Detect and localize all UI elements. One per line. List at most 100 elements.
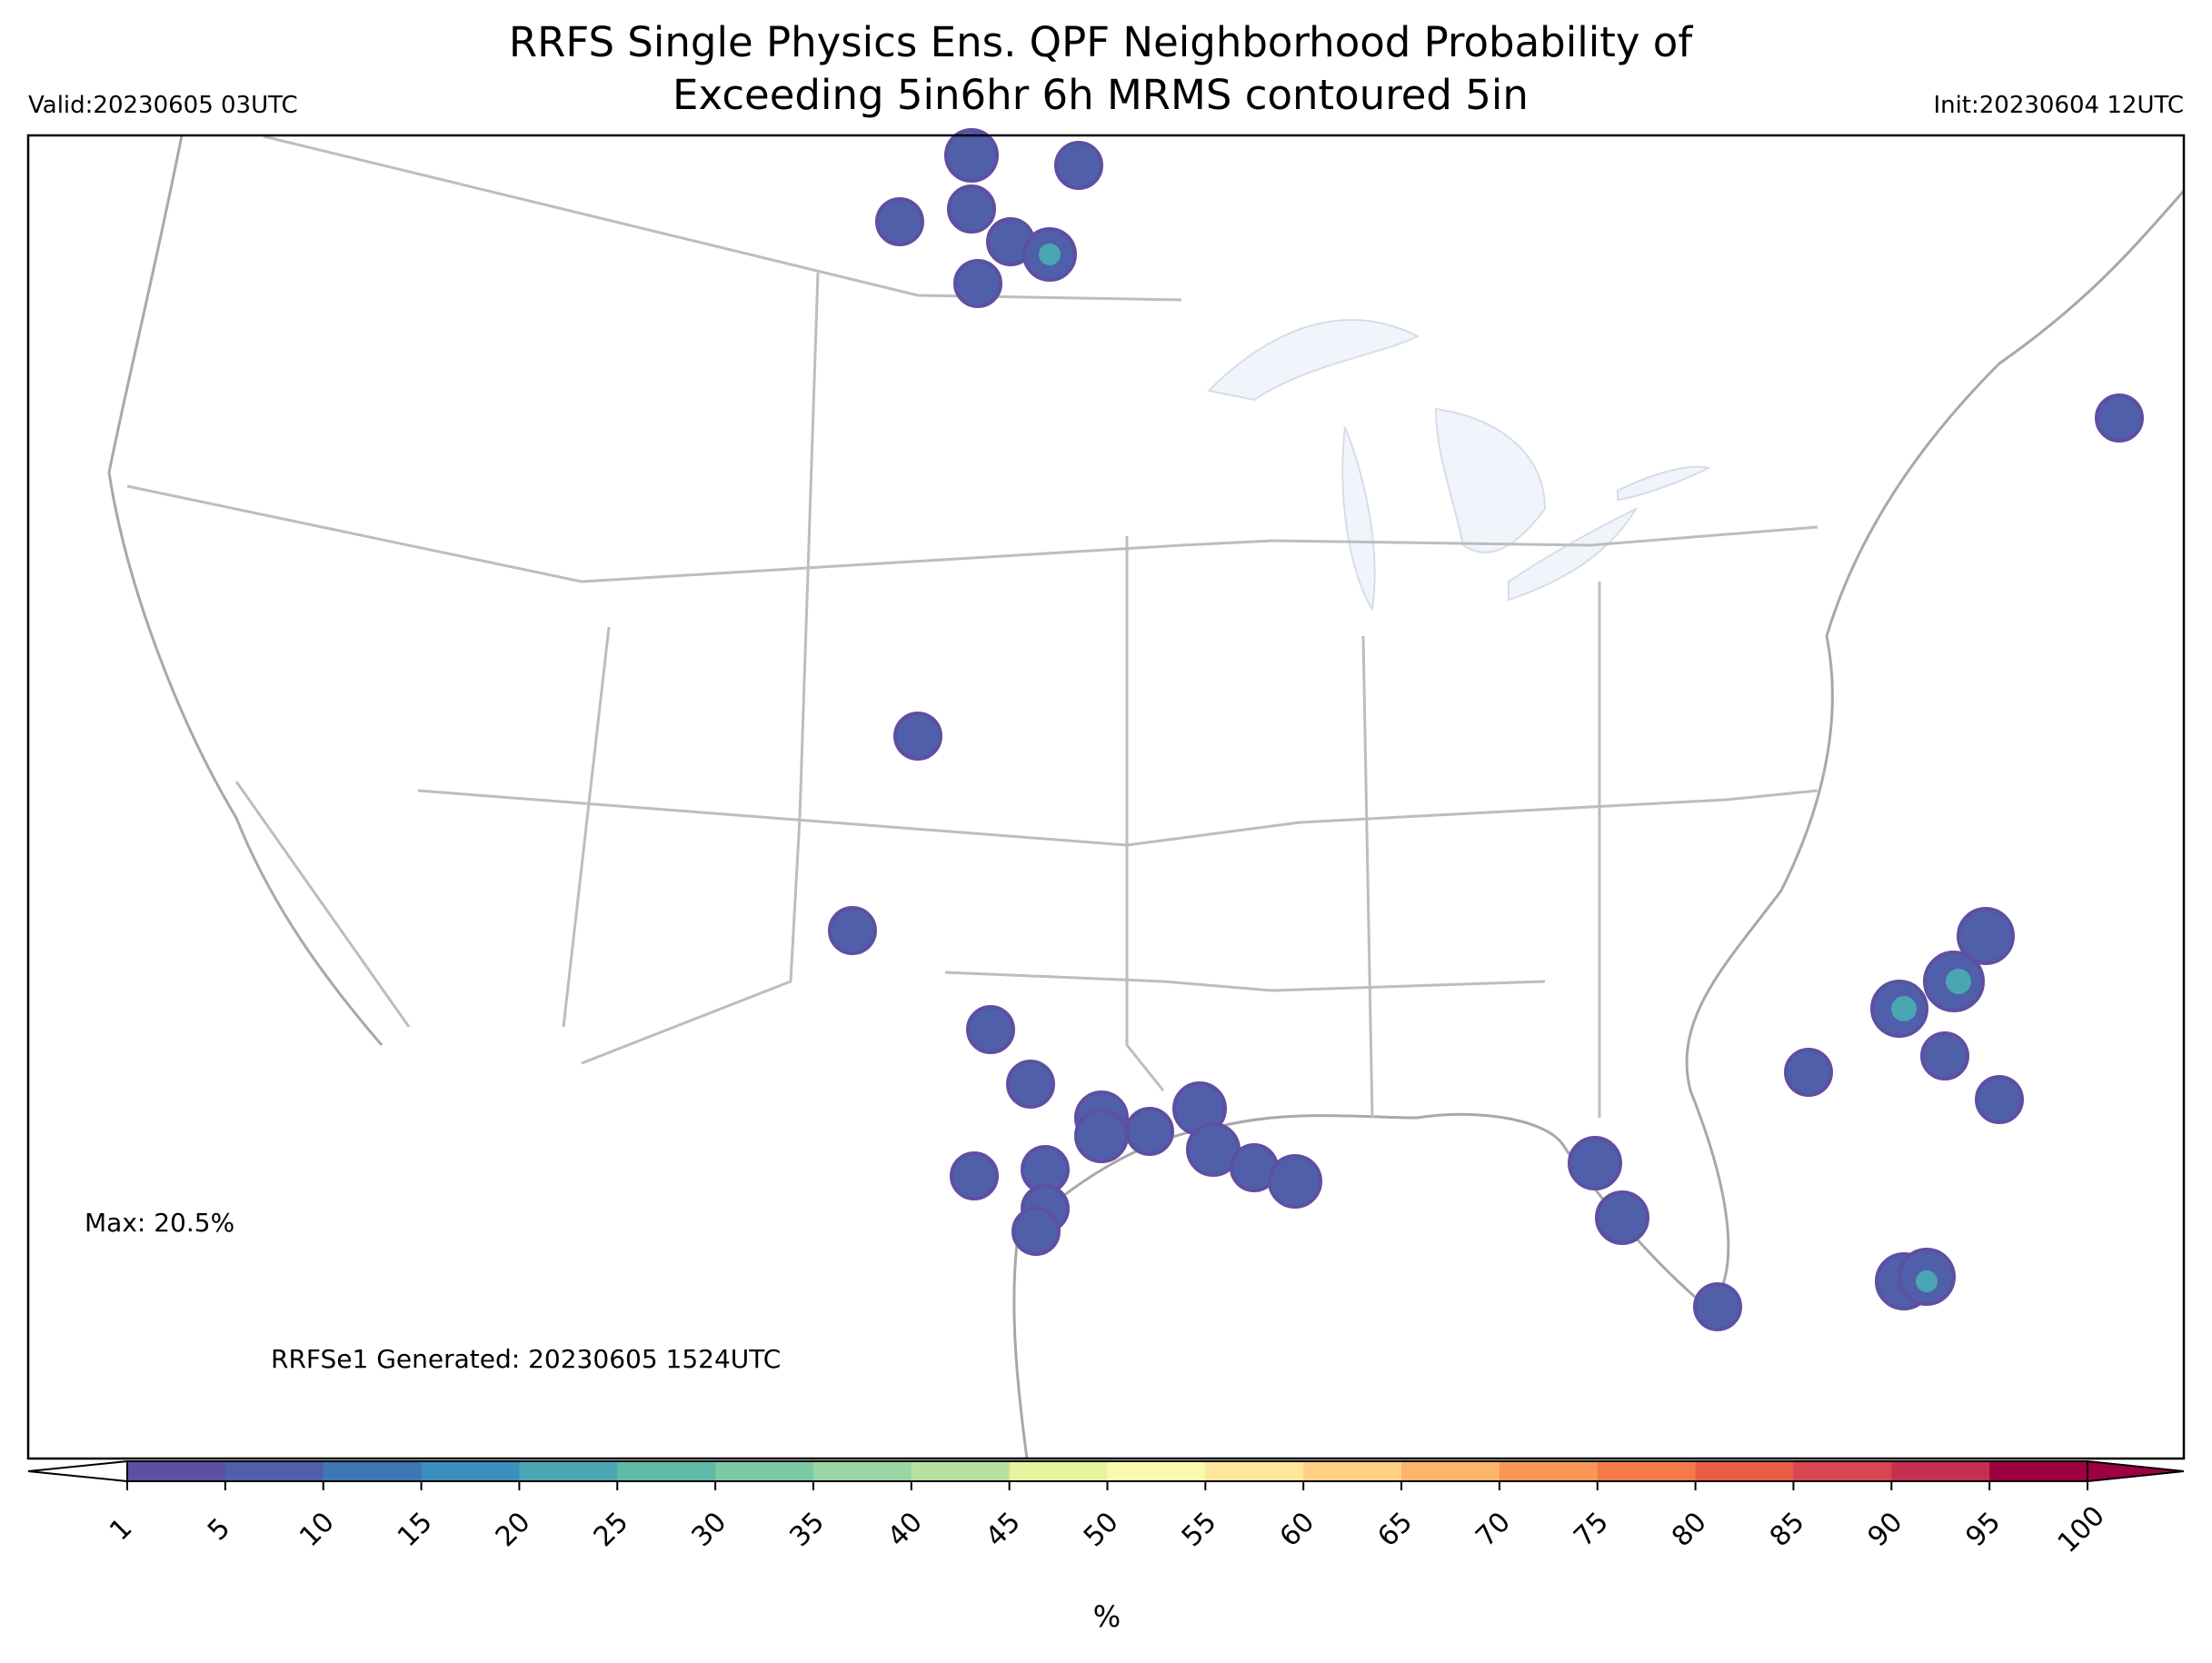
- map: Max: 20.5% RRFSe1 Generated: 20230605 15…: [26, 128, 2186, 1460]
- probability-area: [1054, 141, 1103, 190]
- lake-ontario: [1617, 465, 1711, 502]
- colorbar-segment: [715, 1461, 814, 1481]
- colorbar-segment: [421, 1461, 520, 1481]
- probability-area: [1693, 1282, 1742, 1331]
- colorbar-segment: [1695, 1461, 1794, 1481]
- colorbar: 1 5 10 15 20 25 30 35 40 45 50 55 60 65 70 75 80 85 90 95 10…: [27, 1459, 2185, 1559]
- probability-area: [1916, 1270, 1938, 1292]
- title: Exceeding 5in6hr 6h MRMS contoured 5in: [673, 71, 1529, 119]
- colorbar-tick-label: 70: [1470, 1506, 1517, 1553]
- probability-area: [1125, 1107, 1174, 1156]
- border: [944, 971, 1546, 992]
- max-label: Max: 20.5%: [85, 1208, 234, 1238]
- coastline: [1012, 1235, 1029, 1459]
- probability-area: [1784, 1048, 1833, 1097]
- colorbar-segment: [1107, 1461, 1206, 1481]
- colorbar-segment: [1009, 1461, 1108, 1481]
- colorbar-tick-label: 75: [1568, 1506, 1615, 1553]
- border: [417, 789, 1818, 847]
- colorbar-tick-label: 60: [1274, 1506, 1321, 1553]
- probability-area: [944, 128, 999, 183]
- border: [581, 272, 820, 1065]
- border: [234, 781, 411, 1028]
- lakes: [1206, 319, 1711, 612]
- probability-area: [1268, 1154, 1322, 1209]
- colorbar-segment: [224, 1461, 324, 1481]
- probability-area: [1946, 969, 1971, 994]
- probability-area: [893, 712, 942, 761]
- colorbar-tick-label: 35: [783, 1506, 831, 1553]
- colorbar-tick-label: 1: [104, 1512, 138, 1547]
- probability-contours: [828, 128, 2144, 1331]
- colorbar-tick-label: 30: [686, 1506, 733, 1553]
- map-frame: [26, 134, 2186, 1460]
- colorbar-tick-label: 25: [588, 1506, 635, 1553]
- lake-huron: [1434, 407, 1547, 553]
- colorbar-tick-label: 10: [294, 1506, 341, 1553]
- colorbar-segment: [1597, 1461, 1697, 1481]
- colorbar-segment: [812, 1461, 912, 1481]
- border: [126, 484, 1818, 583]
- colorbar-segment: [1793, 1461, 1892, 1481]
- colorbar-tick-label: 90: [1862, 1506, 1909, 1553]
- colorbar-tick-label: 45: [980, 1506, 1027, 1553]
- coastline: [1016, 190, 2186, 1311]
- map-background: [28, 135, 2184, 1459]
- lake-michigan: [1341, 426, 1376, 612]
- colorbar-tick-label: 85: [1764, 1506, 1811, 1553]
- probability-area: [1595, 1190, 1649, 1245]
- colorbar-extend-low: [27, 1459, 128, 1483]
- probability-area: [950, 1151, 999, 1200]
- colorbar-segment: [1499, 1461, 1599, 1481]
- colorbar-segment: [1401, 1461, 1500, 1481]
- colorbar-segment: [1205, 1461, 1304, 1481]
- probability-area: [828, 906, 877, 955]
- colorbar-tick-label: 20: [490, 1506, 537, 1553]
- colorbar-segment: [1303, 1461, 1402, 1481]
- border: [1361, 635, 1374, 1119]
- probability-area: [1039, 244, 1061, 265]
- colorbar-tick-label: 5: [202, 1512, 236, 1547]
- generated-label: RRFSe1 Generated: 20230605 1524UTC: [271, 1344, 781, 1374]
- colorbar-tick-label: 40: [882, 1506, 929, 1553]
- valid-time: Valid:20230605 03UTC: [28, 92, 298, 119]
- colorbar-tick-label: 95: [1960, 1506, 2008, 1553]
- probability-area: [953, 259, 1002, 308]
- title: RRFS Single Physics Ens. QPF Neighborhoo…: [509, 18, 1694, 66]
- colorbar-segment: [617, 1461, 716, 1481]
- colorbar-segment: [519, 1461, 618, 1481]
- init-time: Init:20230604 12UTC: [1933, 92, 2184, 119]
- probability-area: [875, 197, 924, 246]
- colorbar-extend-high: [2087, 1459, 2185, 1483]
- lake-superior: [1206, 319, 1420, 402]
- colorbar-tick-label: 15: [392, 1506, 439, 1553]
- coastlines: [107, 134, 2186, 1459]
- border: [263, 134, 1182, 302]
- probability-area: [1011, 1207, 1061, 1256]
- border: [1125, 536, 1165, 1091]
- probability-area: [1006, 1060, 1055, 1109]
- colorbar-segment: [1891, 1461, 1990, 1481]
- colorbar-segment: [1989, 1461, 2088, 1481]
- coastline: [107, 134, 384, 1046]
- probability-area: [947, 184, 996, 234]
- state-borders: [126, 134, 1818, 1119]
- probability-area: [1891, 996, 1917, 1021]
- colorbar-segment: [323, 1461, 423, 1481]
- probability-area: [1975, 1075, 2024, 1124]
- colorbar-tick-label: 80: [1666, 1506, 1713, 1553]
- colorbar-segment: [127, 1461, 226, 1481]
- probability-area: [1957, 907, 2015, 965]
- colorbar-tick-label: 50: [1078, 1506, 1125, 1553]
- border: [562, 626, 611, 1028]
- colorbar-label: %: [1093, 1599, 1121, 1634]
- probability-area: [1920, 1031, 1969, 1080]
- lake-erie: [1508, 506, 1639, 602]
- probability-area: [1568, 1136, 1622, 1190]
- colorbar-tick-label: 55: [1176, 1506, 1223, 1553]
- colorbar-tick-label: 100: [2052, 1500, 2111, 1559]
- probability-area: [1074, 1109, 1129, 1163]
- colorbar-segment: [911, 1461, 1011, 1481]
- probability-area: [966, 1005, 1015, 1054]
